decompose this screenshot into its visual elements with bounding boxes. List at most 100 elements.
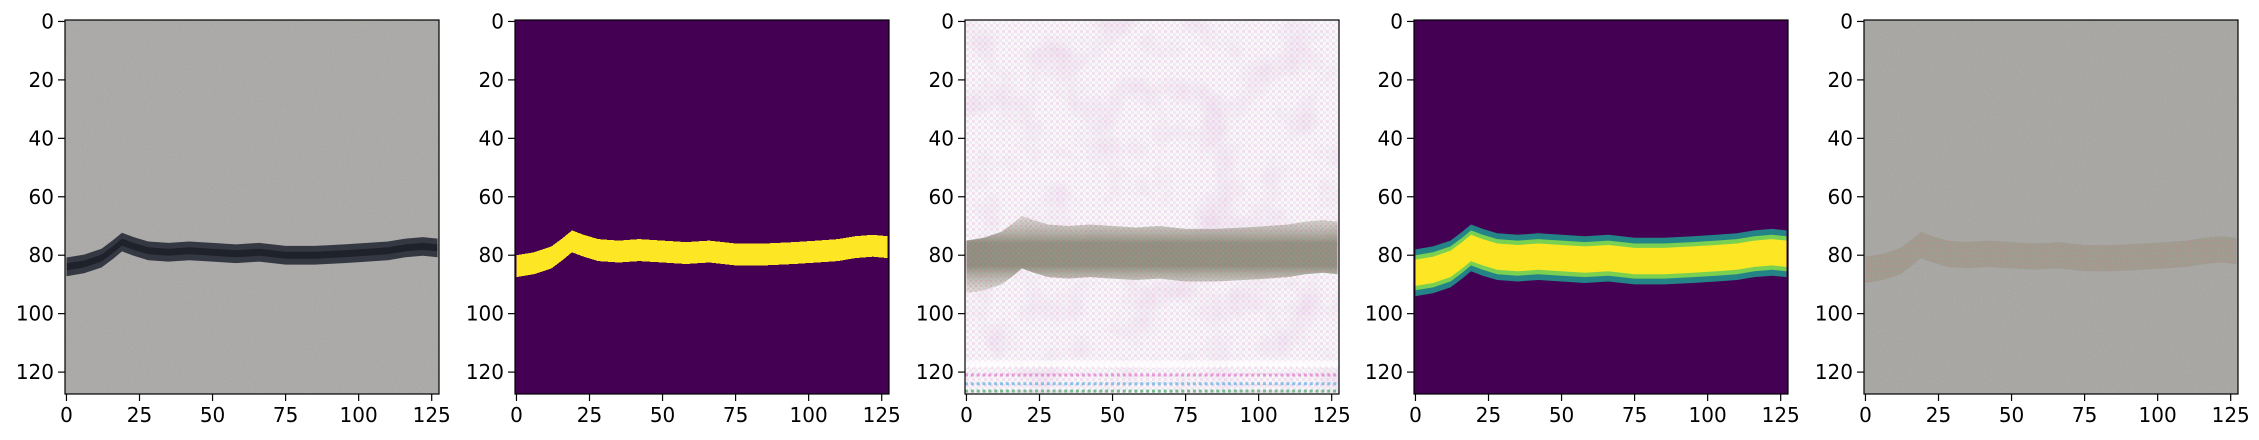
artifact-dot [976, 389, 980, 393]
artifact-dot [1163, 389, 1167, 393]
artifact-dot [976, 382, 980, 386]
artifact-dot [1210, 389, 1214, 393]
artifact-dot [1169, 389, 1173, 393]
artifact-dot [1210, 382, 1214, 386]
axes-frame [64, 19, 440, 395]
artifact-dot [1239, 373, 1243, 377]
x-tick-label: 0 [60, 403, 73, 427]
x-tick-label: 50 [200, 403, 225, 427]
y-tick-label: 120 [1365, 360, 1403, 384]
panel-generated-image: 0 25 50 75 100 125 0 20 40 60 80 100 120 [916, 9, 1351, 427]
x-tick-label: 100 [2139, 403, 2177, 427]
artifact-dot [1298, 373, 1302, 377]
artifact-dot [994, 373, 998, 377]
artifact-dot [1075, 389, 1079, 393]
artifact-dot [1210, 373, 1214, 377]
artifact-dot [1000, 373, 1004, 377]
artifact-dot [1187, 389, 1191, 393]
x-tick-label: 0 [1859, 403, 1872, 427]
artifact-dot [1099, 373, 1103, 377]
mask-background [1414, 20, 1788, 394]
artifact-dot [1111, 373, 1115, 377]
artifact-dot [1105, 373, 1109, 377]
artifact-dot [1122, 373, 1126, 377]
panel-concrete-photo: 0 25 50 75 100 125 0 20 40 60 80 100 120 [16, 9, 451, 427]
artifact-dot [1268, 382, 1272, 386]
y-tick-label: 0 [491, 9, 504, 33]
axes-frame [1863, 19, 2239, 395]
artifact-dot [1321, 382, 1325, 386]
x-tick-label: 75 [273, 403, 298, 427]
y-tick-label: 60 [29, 185, 54, 209]
artifact-dot [1000, 389, 1004, 393]
panel-image [1414, 20, 1788, 394]
artifact-dot [1093, 382, 1097, 386]
artifact-dot [1134, 382, 1138, 386]
artifact-dot [1058, 389, 1062, 393]
y-tick-label: 100 [466, 302, 504, 326]
x-tick-label: 50 [1549, 403, 1574, 427]
artifact-dot [1128, 382, 1132, 386]
artifact-dot [1146, 389, 1150, 393]
panel-image [515, 20, 889, 394]
y-tick-label: 0 [941, 9, 954, 33]
artifact-dot [982, 389, 986, 393]
x-tick-label: 25 [1926, 403, 1951, 427]
artifact-dot [982, 373, 986, 377]
artifact-dot [1023, 389, 1027, 393]
artifact-dot [1227, 382, 1231, 386]
artifact-dot [964, 373, 968, 377]
artifact-dot [1151, 382, 1155, 386]
artifact-dot [1321, 389, 1325, 393]
artifact-dot [964, 382, 968, 386]
x-tick-label: 75 [2072, 403, 2097, 427]
artifact-dot [1216, 382, 1220, 386]
artifact-dot [1151, 373, 1155, 377]
artifact-dot [1087, 373, 1091, 377]
artifact-dot [1134, 373, 1138, 377]
y-tick-label: 120 [16, 360, 54, 384]
artifact-dot [1075, 373, 1079, 377]
artifact-dot [1315, 389, 1319, 393]
artifact-dot [1327, 389, 1331, 393]
panel-image [964, 20, 1339, 394]
artifact-dot [1128, 373, 1132, 377]
artifact-dot [1140, 382, 1144, 386]
y-tick-label: 20 [29, 68, 54, 92]
axes-frame [964, 19, 1340, 395]
crack-core [66, 238, 438, 271]
artifact-dot [1169, 373, 1173, 377]
artifact-dot [1157, 389, 1161, 393]
artifact-dot [1274, 389, 1278, 393]
artifact-dot [1023, 373, 1027, 377]
overlay-surface [1864, 20, 2238, 394]
artifact-dot [1280, 373, 1284, 377]
artifact-dot [1245, 382, 1249, 386]
artifact-white-strip [965, 360, 1339, 367]
mask-background [515, 20, 889, 394]
artifact-dot [1011, 389, 1015, 393]
artifact-dot [1017, 382, 1021, 386]
artifact-dot [1233, 382, 1237, 386]
artifact-dot [970, 373, 974, 377]
artifact-dot [1122, 382, 1126, 386]
artifact-dot [994, 382, 998, 386]
x-tick-label: 50 [1100, 403, 1125, 427]
artifact-dot [1046, 373, 1050, 377]
y-tick-label: 100 [1365, 302, 1403, 326]
mask-soft-core [1415, 234, 1787, 286]
artifact-dot [1052, 389, 1056, 393]
artifact-dot [1192, 382, 1196, 386]
artifact-dot [1321, 373, 1325, 377]
y-tick-label: 100 [916, 302, 954, 326]
x-tick-label: 100 [790, 403, 828, 427]
panel-ground-truth-mask: 0 25 50 75 100 125 0 20 40 60 80 100 120 [466, 9, 901, 427]
artifact-dot [1087, 382, 1091, 386]
artifact-dot [1005, 382, 1009, 386]
artifact-dot [1070, 389, 1074, 393]
artifact-dot [1169, 382, 1173, 386]
artifact-dot [1262, 373, 1266, 377]
panel-image [1864, 20, 2238, 394]
